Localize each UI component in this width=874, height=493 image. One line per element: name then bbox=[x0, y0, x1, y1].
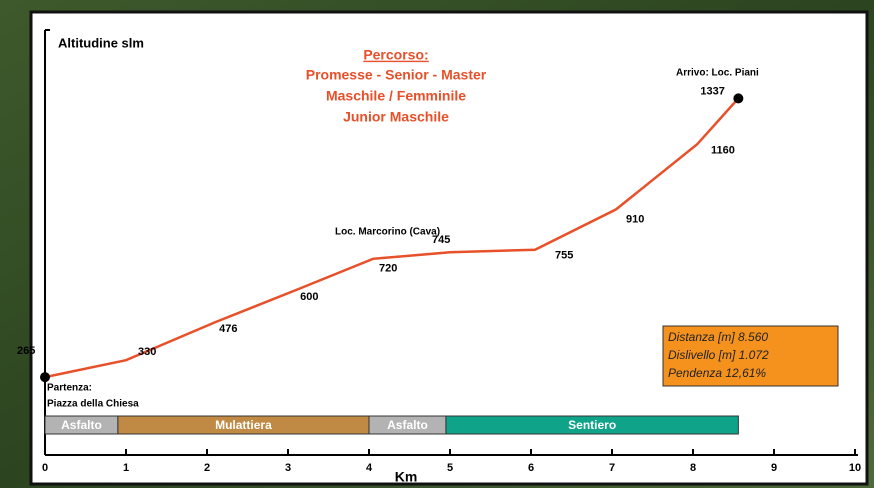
x-tick-label: 10 bbox=[849, 462, 861, 474]
x-tick-label: 2 bbox=[204, 462, 210, 474]
x-tick-label: 3 bbox=[285, 462, 291, 474]
data-label: 330 bbox=[138, 346, 156, 358]
start-label: Partenza: bbox=[47, 383, 92, 394]
chart-title: Altitudine slm bbox=[58, 35, 144, 50]
route-heading: Percorso: bbox=[363, 47, 428, 63]
data-label: 476 bbox=[219, 323, 237, 335]
info-line: Distanza [m] 8.560 bbox=[668, 330, 768, 344]
data-label: 265 bbox=[17, 345, 35, 357]
x-tick-label: 4 bbox=[366, 462, 373, 474]
x-tick-label: 9 bbox=[771, 462, 777, 474]
x-tick-label: 1 bbox=[123, 462, 129, 474]
info-line: Pendenza 12,61% bbox=[668, 366, 766, 380]
info-line: Dislivello [m] 1.072 bbox=[668, 348, 769, 362]
surface-label: Asfalto bbox=[387, 418, 428, 432]
data-label: 1160 bbox=[711, 144, 735, 156]
panel bbox=[31, 12, 867, 484]
chart: Altitudine slm Percorso: Promesse - Seni… bbox=[0, 0, 874, 488]
endpoint bbox=[733, 93, 743, 103]
data-label: 745 bbox=[432, 234, 450, 246]
x-tick-label: 0 bbox=[42, 462, 48, 474]
surface-label: Mulattiera bbox=[215, 418, 272, 432]
x-axis-label: Km bbox=[395, 469, 418, 485]
page: {"chart_data":{"type":"line","title":"Al… bbox=[0, 0, 874, 488]
route-line: Junior Maschile bbox=[343, 109, 449, 125]
endpoint bbox=[40, 372, 50, 382]
mid-label: Loc. Marcorino (Cava) bbox=[335, 227, 440, 238]
x-tick-label: 7 bbox=[609, 462, 615, 474]
data-label: 600 bbox=[300, 291, 318, 303]
data-label: 910 bbox=[626, 213, 644, 225]
start-label: Piazza della Chiesa bbox=[47, 399, 139, 410]
route-line: Maschile / Femminile bbox=[326, 88, 466, 104]
end-label: Arrivo: Loc. Piani bbox=[676, 68, 759, 79]
data-label: 755 bbox=[555, 250, 573, 262]
x-tick-label: 8 bbox=[690, 462, 696, 474]
surface-label: Sentiero bbox=[568, 418, 616, 432]
x-tick-label: 5 bbox=[447, 462, 453, 474]
route-line: Promesse - Senior - Master bbox=[306, 67, 487, 83]
data-label: 1337 bbox=[700, 85, 724, 97]
data-label: 720 bbox=[379, 263, 397, 275]
surface-label: Asfalto bbox=[61, 418, 102, 432]
x-tick-label: 6 bbox=[528, 462, 534, 474]
